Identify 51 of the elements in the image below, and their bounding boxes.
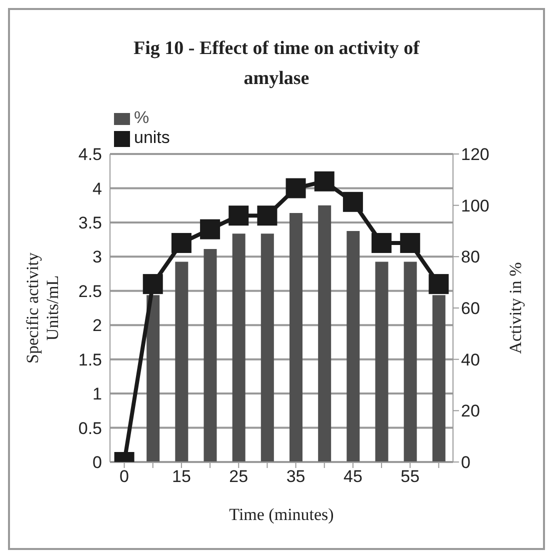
point [342, 192, 363, 212]
bar [204, 248, 217, 462]
point [228, 206, 249, 226]
y-axis-title: Specific activity Units/mL [23, 252, 62, 364]
bar [146, 295, 160, 462]
y-tick-label: 2.5 [78, 282, 102, 301]
y2-axis-title: Activity in % [506, 262, 525, 354]
y-tick-label: 4.5 [78, 145, 102, 164]
point [400, 232, 420, 253]
y-tick-label: 4 [92, 179, 102, 198]
x-tick-label: 0 [120, 467, 130, 486]
legend-label: % [134, 108, 150, 127]
y-tick-label: 1.5 [78, 350, 102, 370]
x-tick-label: 35 [286, 467, 306, 486]
y2-tick-label: 20 [461, 402, 480, 421]
y-tick-label: 0 [92, 453, 102, 472]
x-tick-label: 15 [172, 467, 191, 486]
x-axis-title: Time (minutes) [229, 505, 334, 524]
bar [318, 205, 332, 462]
point [314, 171, 334, 192]
bar [260, 234, 274, 462]
y2-tick-label: 80 [461, 248, 480, 267]
point [200, 219, 220, 240]
y-tick-label: 1 [92, 384, 102, 404]
y-tick-label: 0.5 [78, 418, 102, 438]
y2-tick-label: 60 [461, 299, 480, 318]
bar [404, 262, 417, 462]
point [372, 232, 392, 253]
point [171, 232, 192, 253]
legend-label: units [134, 128, 170, 147]
bar [232, 234, 246, 462]
point [142, 274, 163, 294]
point [428, 274, 449, 294]
chart-title: Fig 10 - Effect of time on activity of amylase [132, 37, 421, 91]
y-tick-label: 3.5 [78, 213, 102, 232]
y2-tick-label: 120 [461, 145, 490, 164]
x-tick-label: 55 [400, 467, 420, 486]
point [286, 178, 306, 198]
bar [346, 231, 360, 462]
y2-tick-label: 0 [461, 453, 470, 472]
bar [175, 262, 188, 462]
x-tick-label: 45 [343, 467, 362, 486]
y-tick-label: 2 [92, 316, 102, 336]
y2-tick-label: 40 [461, 350, 480, 370]
y-tick-label: 3 [92, 248, 102, 267]
point [257, 206, 278, 226]
y2-tick-label: 100 [461, 196, 490, 216]
bar [290, 213, 302, 462]
x-tick-label: 25 [229, 467, 248, 486]
bar [375, 262, 388, 462]
bar [432, 295, 446, 462]
